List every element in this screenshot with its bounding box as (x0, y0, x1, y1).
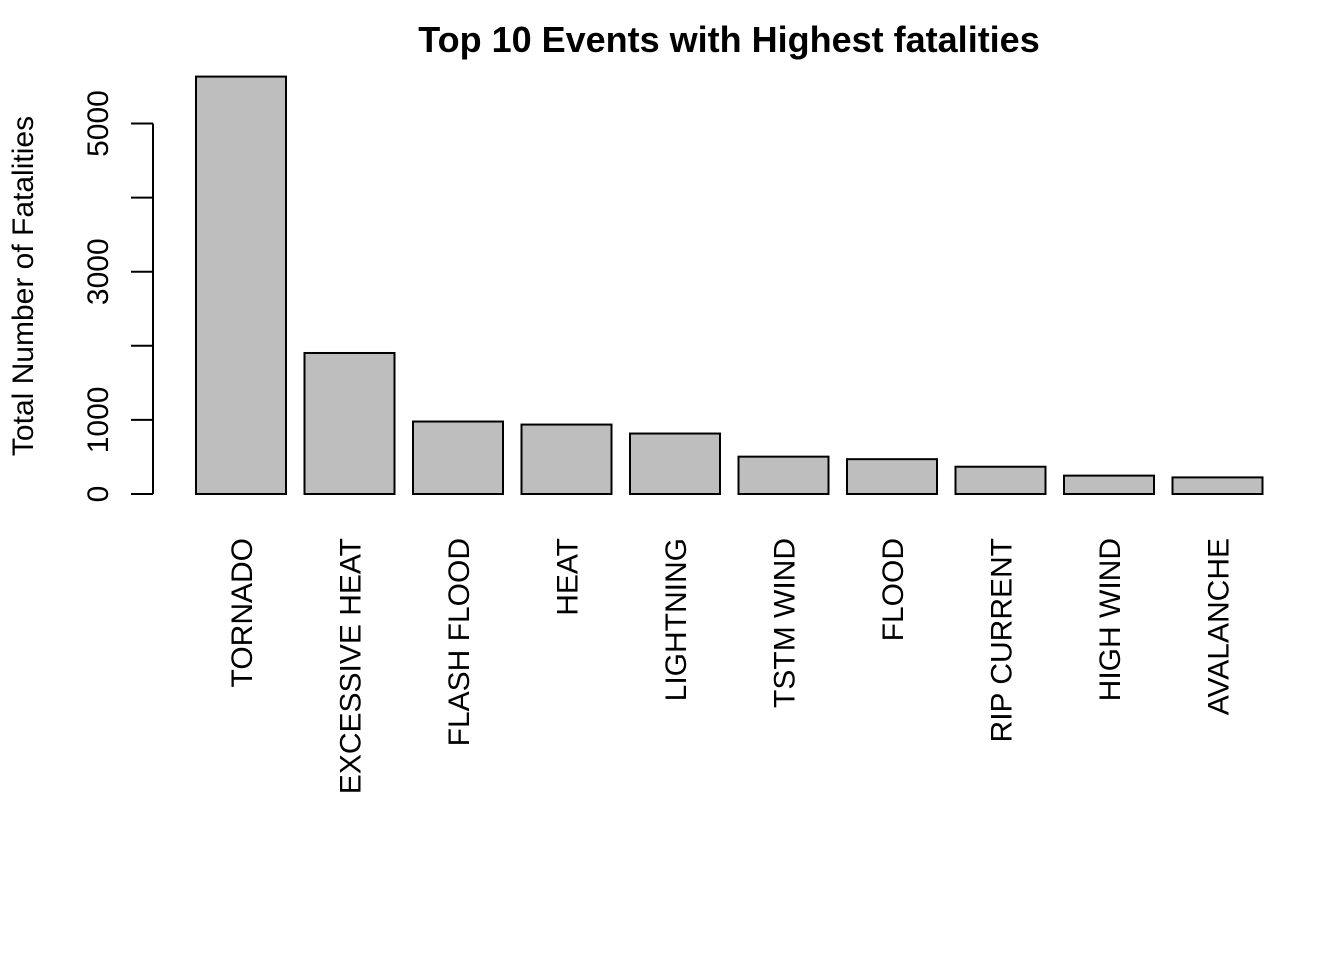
chart-title: Top 10 Events with Highest fatalities (418, 19, 1039, 60)
y-axis-label: Total Number of Fatalities (7, 116, 40, 456)
bar (1171, 476, 1264, 496)
y-tick-label: 0 (82, 486, 115, 503)
x-tick-label: FLASH FLOOD (443, 538, 476, 746)
bar (303, 351, 396, 495)
bar (954, 465, 1047, 496)
y-tick-label: 3000 (82, 238, 115, 305)
bar (1063, 474, 1155, 495)
x-axis-labels: TORNADO EXCESSIVE HEAT FLASH FLOOD HEAT LIGH… (226, 538, 1236, 794)
x-tick-label: EXCESSIVE HEAT (335, 538, 368, 794)
x-tick-label: FLOOD (877, 538, 910, 641)
y-tick-label: 1000 (82, 387, 115, 454)
x-tick-label: TSTM WIND (769, 538, 802, 708)
bar (846, 458, 938, 496)
y-axis: 0 1000 3000 5000 (82, 90, 154, 503)
x-tick-label: AVALANCHE (1203, 538, 1236, 715)
bars (195, 75, 1264, 496)
x-tick-label: RIP CURRENT (986, 538, 1019, 742)
x-tick-label: TORNADO (226, 538, 259, 687)
bar (629, 432, 721, 495)
x-tick-label: HIGH WIND (1094, 538, 1127, 701)
x-tick-label: HEAT (552, 538, 585, 616)
bar (195, 75, 287, 496)
bar (412, 420, 504, 496)
y-tick-label: 5000 (82, 90, 115, 157)
bar (520, 423, 613, 495)
x-tick-label: LIGHTNING (660, 538, 693, 701)
bar (737, 455, 830, 495)
